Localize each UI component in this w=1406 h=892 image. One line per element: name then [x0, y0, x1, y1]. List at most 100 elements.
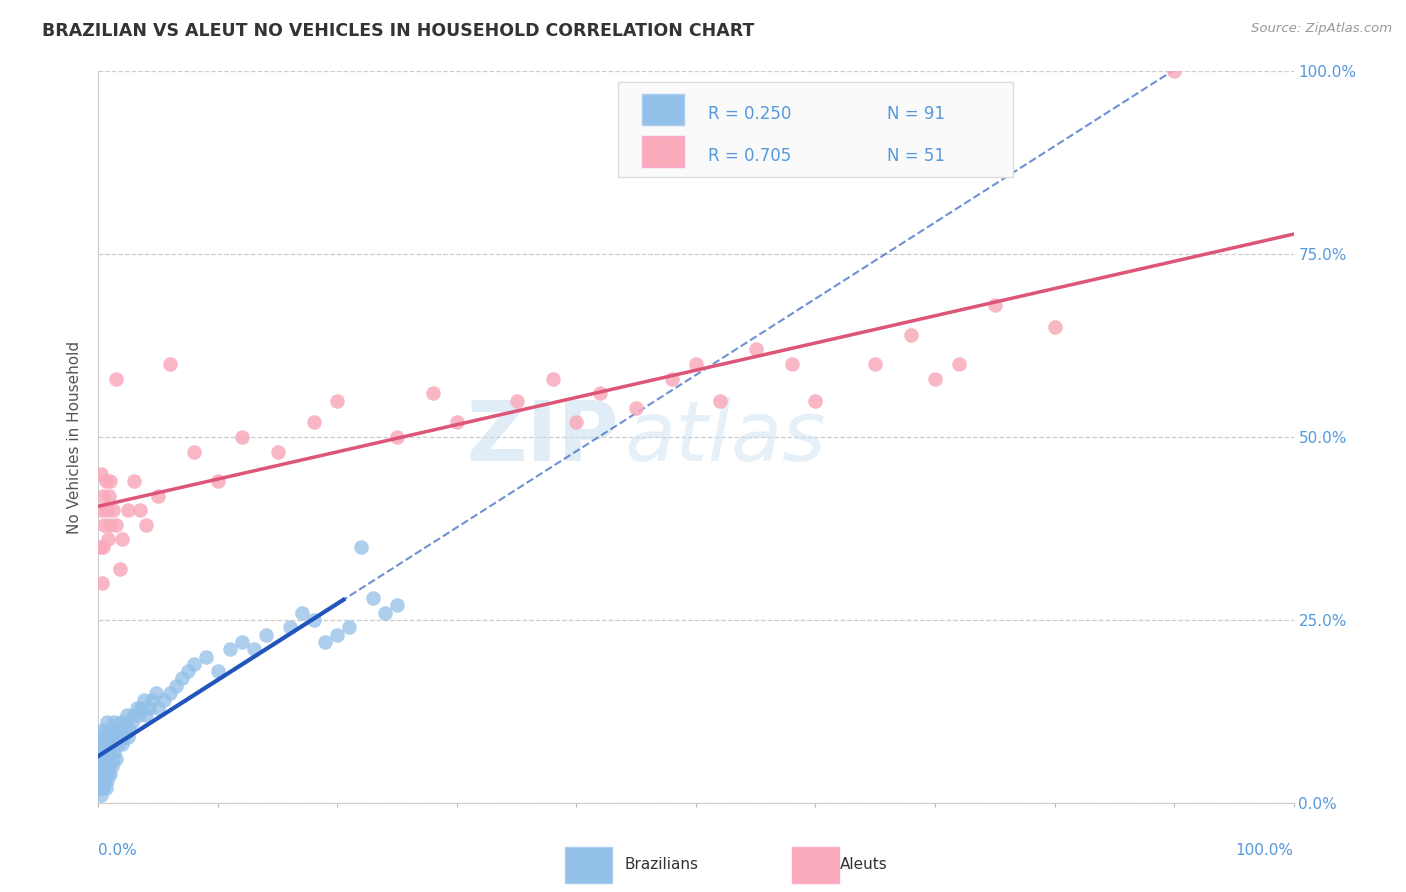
Point — [98, 759, 121, 773]
Point — [177, 664, 200, 678]
Point — [219, 642, 242, 657]
Point — [91, 781, 114, 796]
Point — [105, 371, 128, 385]
Text: N = 51: N = 51 — [887, 147, 945, 165]
Point — [129, 503, 152, 517]
Point — [89, 766, 111, 780]
Point — [541, 371, 564, 385]
Point — [91, 576, 114, 591]
Point — [1043, 320, 1066, 334]
Text: BRAZILIAN VS ALEUT NO VEHICLES IN HOUSEHOLD CORRELATION CHART: BRAZILIAN VS ALEUT NO VEHICLES IN HOUSEH… — [42, 22, 755, 40]
Point — [153, 693, 176, 707]
Text: Brazilians: Brazilians — [624, 857, 699, 872]
Point — [661, 371, 683, 385]
Point — [124, 474, 146, 488]
FancyBboxPatch shape — [792, 847, 839, 883]
Point — [91, 773, 114, 788]
Point — [93, 730, 115, 744]
Text: 0.0%: 0.0% — [98, 843, 138, 858]
Point — [96, 503, 118, 517]
Point — [863, 357, 887, 371]
Point — [135, 517, 157, 532]
Point — [110, 715, 132, 730]
Point — [117, 730, 139, 744]
Point — [97, 737, 120, 751]
Point — [138, 700, 160, 714]
Point — [565, 416, 588, 430]
Point — [589, 386, 612, 401]
FancyBboxPatch shape — [619, 82, 1012, 178]
Point — [745, 343, 768, 357]
Point — [709, 393, 731, 408]
Point — [165, 679, 187, 693]
Point — [118, 723, 141, 737]
Point — [104, 737, 127, 751]
Point — [243, 642, 266, 657]
Point — [91, 540, 114, 554]
Point — [446, 416, 468, 430]
Point — [506, 393, 529, 408]
Point — [924, 371, 946, 385]
Point — [148, 700, 170, 714]
Point — [91, 745, 114, 759]
Point — [98, 766, 122, 780]
Point — [278, 620, 301, 634]
Point — [231, 430, 253, 444]
Point — [105, 517, 128, 532]
Point — [89, 781, 111, 796]
Point — [363, 591, 385, 605]
Text: R = 0.250: R = 0.250 — [709, 105, 792, 123]
Point — [108, 723, 131, 737]
Point — [339, 620, 360, 634]
Point — [93, 745, 115, 759]
Point — [90, 789, 112, 803]
Point — [121, 715, 143, 730]
FancyBboxPatch shape — [643, 136, 685, 167]
Point — [93, 517, 115, 532]
Point — [108, 562, 131, 576]
Point — [98, 474, 122, 488]
Point — [97, 533, 120, 547]
Point — [900, 327, 922, 342]
Point — [101, 752, 124, 766]
Text: N = 91: N = 91 — [887, 105, 945, 123]
Point — [114, 723, 136, 737]
Point — [207, 474, 229, 488]
Point — [111, 533, 134, 547]
Text: Source: ZipAtlas.com: Source: ZipAtlas.com — [1251, 22, 1392, 36]
Point — [385, 430, 409, 444]
Point — [93, 759, 115, 773]
Point — [91, 766, 114, 780]
Point — [90, 773, 112, 788]
Point — [685, 357, 707, 371]
Text: ZIP: ZIP — [465, 397, 619, 477]
Point — [132, 693, 155, 707]
Point — [145, 686, 167, 700]
Point — [91, 730, 114, 744]
Point — [1163, 64, 1185, 78]
Point — [112, 730, 135, 744]
Point — [302, 416, 325, 430]
Text: 100.0%: 100.0% — [1236, 843, 1294, 858]
Point — [98, 489, 121, 503]
Point — [231, 635, 253, 649]
Point — [98, 745, 121, 759]
Point — [89, 540, 111, 554]
Point — [115, 715, 138, 730]
Point — [98, 517, 122, 532]
Point — [90, 737, 112, 751]
Point — [107, 730, 129, 744]
Point — [124, 708, 146, 723]
Point — [89, 759, 111, 773]
Point — [101, 723, 124, 737]
Point — [105, 752, 128, 766]
Point — [91, 752, 114, 766]
Point — [125, 700, 148, 714]
Point — [96, 759, 118, 773]
Point — [172, 672, 194, 686]
FancyBboxPatch shape — [643, 95, 685, 125]
Point — [183, 657, 205, 671]
Point — [97, 766, 120, 780]
Point — [91, 759, 114, 773]
Point — [948, 357, 970, 371]
